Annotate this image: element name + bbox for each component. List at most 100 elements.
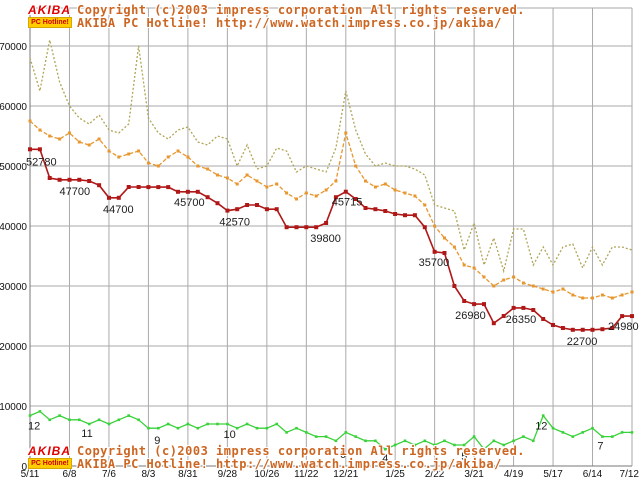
y-axis-label: 10000 xyxy=(0,402,27,413)
data-point-marker xyxy=(551,290,555,294)
data-point-marker xyxy=(196,164,200,168)
data-point-marker xyxy=(78,418,81,422)
y-axis-label: 20000 xyxy=(0,342,27,353)
data-point-marker xyxy=(314,225,319,230)
data-point-marker xyxy=(364,439,367,443)
data-point-marker xyxy=(590,327,595,332)
data-point-marker xyxy=(472,266,476,270)
data-point-marker xyxy=(245,203,250,207)
data-point-marker xyxy=(127,414,130,417)
data-point-marker xyxy=(492,439,496,443)
data-point-marker xyxy=(255,179,259,183)
data-point-marker xyxy=(324,221,329,225)
data-point-marker xyxy=(195,189,200,194)
data-point-marker xyxy=(235,182,239,186)
x-axis-label: 8/31 xyxy=(178,469,198,480)
data-point-marker xyxy=(403,191,407,195)
shop-count-label: 10 xyxy=(224,429,236,441)
data-point-marker xyxy=(304,225,309,230)
data-point-marker xyxy=(28,147,32,152)
data-point-marker xyxy=(275,182,279,186)
data-point-marker xyxy=(384,447,387,451)
y-axis-label: 70000 xyxy=(0,42,27,53)
data-point-marker xyxy=(57,177,62,182)
data-point-marker xyxy=(265,185,269,189)
data-point-marker xyxy=(472,435,476,438)
data-point-marker xyxy=(38,128,42,132)
data-point-marker xyxy=(116,195,121,200)
data-point-marker xyxy=(373,185,377,189)
data-point-marker xyxy=(185,189,190,194)
data-point-marker xyxy=(403,439,407,443)
x-axis-label: 7/6 xyxy=(102,469,116,480)
data-point-marker xyxy=(522,435,525,438)
x-axis-label: 4/19 xyxy=(504,469,524,480)
series-average-price xyxy=(28,119,634,300)
data-point-marker xyxy=(531,284,535,288)
data-point-marker xyxy=(137,418,140,422)
data-point-marker xyxy=(314,435,318,438)
shop-count-label: 6 xyxy=(340,449,346,461)
data-point-marker xyxy=(157,426,160,430)
data-point-marker xyxy=(77,140,81,144)
data-point-marker xyxy=(512,439,515,443)
data-point-marker xyxy=(107,195,111,200)
data-point-marker xyxy=(442,251,447,255)
data-point-marker xyxy=(87,179,92,183)
series-average-price-line xyxy=(29,120,633,299)
data-point-marker xyxy=(452,284,457,288)
data-point-marker xyxy=(205,195,210,200)
data-point-marker xyxy=(294,225,299,230)
data-point-marker xyxy=(620,431,624,434)
data-point-marker xyxy=(295,197,298,201)
data-point-marker xyxy=(383,209,388,213)
data-point-marker xyxy=(571,293,575,297)
data-point-marker xyxy=(591,426,594,430)
x-axis-label: 1/25 xyxy=(385,469,405,480)
data-point-marker xyxy=(373,207,378,212)
data-point-marker xyxy=(630,431,634,434)
data-point-marker xyxy=(206,167,210,171)
data-point-marker xyxy=(423,203,427,207)
x-axis-label: 3/21 xyxy=(464,469,484,480)
data-point-marker xyxy=(403,213,407,218)
shop-count-label: 9 xyxy=(154,435,160,447)
data-point-marker xyxy=(433,224,437,228)
data-point-marker xyxy=(344,431,348,434)
data-point-marker xyxy=(146,161,150,165)
data-point-marker xyxy=(413,443,417,447)
data-point-marker xyxy=(38,410,42,413)
data-point-marker xyxy=(611,435,614,438)
data-point-marker xyxy=(343,189,348,194)
data-point-marker xyxy=(482,302,486,307)
series-lowest-price-markers xyxy=(28,147,634,332)
data-point-marker xyxy=(453,443,456,447)
data-point-marker xyxy=(58,137,62,141)
data-point-marker xyxy=(285,431,288,434)
y-axis-label: 40000 xyxy=(0,222,27,233)
data-point-marker xyxy=(422,225,427,230)
data-point-marker xyxy=(166,185,171,190)
data-point-marker xyxy=(147,426,150,430)
x-axis-label: 5/11 xyxy=(21,469,40,480)
data-point-marker xyxy=(284,225,289,230)
data-point-marker xyxy=(156,164,160,168)
data-point-marker xyxy=(630,314,634,319)
data-point-marker xyxy=(77,177,82,182)
data-point-marker xyxy=(334,179,338,183)
data-point-marker xyxy=(580,327,585,332)
data-point-marker xyxy=(68,131,71,135)
data-point-marker xyxy=(412,213,417,218)
shop-count-label: 11 xyxy=(81,428,92,440)
data-point-marker xyxy=(255,426,259,430)
data-point-marker xyxy=(58,414,61,417)
data-point-marker xyxy=(620,314,625,319)
series-shop-count-markers xyxy=(28,410,634,451)
data-point-marker xyxy=(571,435,575,438)
x-axis-label: 9/28 xyxy=(218,469,238,480)
data-point-marker xyxy=(443,236,446,240)
data-point-marker xyxy=(531,308,536,312)
y-axis-label: 50000 xyxy=(0,162,27,173)
y-axis-label: 30000 xyxy=(0,282,27,293)
